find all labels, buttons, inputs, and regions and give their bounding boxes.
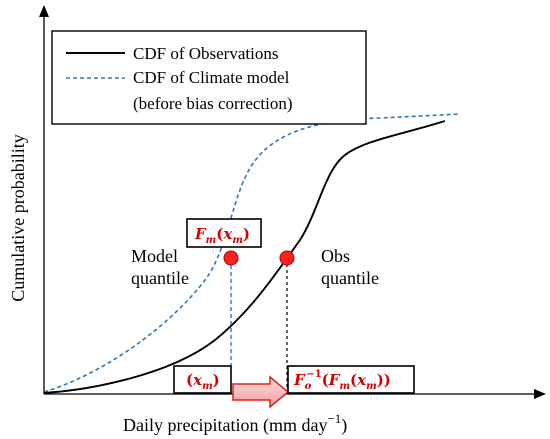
x-axis-label-exponent: −1 bbox=[327, 411, 341, 426]
xm-formula: (xm) bbox=[186, 371, 220, 392]
axes bbox=[39, 5, 546, 399]
inverse-fo-subscript: o bbox=[305, 381, 312, 392]
fm-open-paren: ( bbox=[216, 225, 223, 243]
fm-letter: F bbox=[194, 225, 207, 243]
model-quantile-label-line1: Model bbox=[131, 246, 178, 266]
fm-var: x bbox=[222, 225, 233, 243]
xm-close-paren: ) bbox=[213, 371, 220, 389]
obs-quantile-label-line1: Obs bbox=[321, 246, 350, 266]
legend-obs-label: CDF of Observations bbox=[133, 44, 278, 63]
inverse-var-subscript: m bbox=[366, 381, 377, 392]
mapping-arrow bbox=[232, 375, 290, 409]
xm-formula-box: (xm) bbox=[173, 365, 232, 394]
inverse-fo-superscript: −1 bbox=[306, 369, 321, 380]
y-axis-label: Cumulative probability bbox=[8, 134, 28, 301]
fm-xm-formula: Fm(xm) bbox=[194, 225, 250, 246]
model-quantile-label-line2: quantile bbox=[131, 268, 189, 288]
inverse-box-frame bbox=[287, 365, 415, 394]
fm-var-subscript: m bbox=[232, 235, 243, 246]
inverse-open-paren: ( bbox=[322, 371, 329, 389]
inverse-inner-open-paren: ( bbox=[350, 371, 357, 389]
fm-subscript: m bbox=[206, 235, 217, 246]
x-axis-label: Daily precipitation (mm day−1) bbox=[123, 411, 347, 436]
fm-xm-box-frame bbox=[186, 218, 262, 248]
inverse-fo-letter: F bbox=[293, 371, 306, 389]
xm-var-subscript: m bbox=[202, 381, 213, 392]
legend: CDF of Observations CDF of Climate model… bbox=[51, 30, 367, 125]
x-axis-arrowhead bbox=[534, 389, 546, 399]
inverse-fm-subscript: m bbox=[339, 381, 350, 392]
xm-var: x bbox=[192, 371, 203, 389]
model-quantile-marker bbox=[223, 250, 239, 266]
observation-cdf-curve bbox=[43, 120, 446, 394]
legend-model-label: CDF of Climate model bbox=[133, 68, 290, 87]
inverse-cdf-formula-box: Fo−1(Fm(xm)) bbox=[287, 365, 415, 394]
right-arrow-icon bbox=[232, 375, 290, 409]
xm-open-paren: ( bbox=[186, 371, 193, 389]
inverse-var: x bbox=[356, 371, 367, 389]
x-axis-label-main: Daily precipitation (mm day bbox=[123, 415, 327, 436]
fm-close-paren: ) bbox=[243, 225, 250, 243]
legend-model-sublabel: (before bias correction) bbox=[133, 94, 293, 113]
obs-quantile-label-line2: quantile bbox=[321, 268, 379, 288]
inverse-formula: Fo−1(Fm(xm)) bbox=[293, 369, 391, 392]
fm-xm-formula-box: Fm(xm) bbox=[186, 218, 262, 248]
inverse-fm-letter: F bbox=[328, 371, 341, 389]
x-axis-label-close: ) bbox=[341, 415, 347, 436]
y-axis-arrowhead bbox=[39, 5, 49, 17]
inverse-close-parens: )) bbox=[377, 371, 391, 389]
obs-quantile-marker bbox=[279, 250, 295, 266]
model-cdf-curve bbox=[43, 113, 459, 393]
xm-box-frame bbox=[173, 365, 232, 394]
